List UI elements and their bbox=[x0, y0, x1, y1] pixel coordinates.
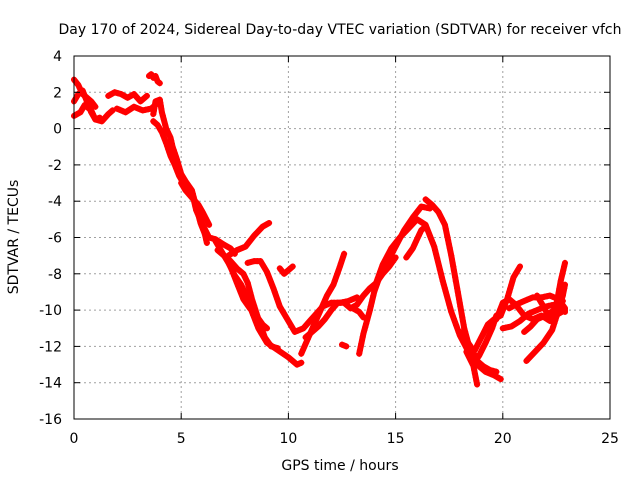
series-markers bbox=[276, 263, 296, 277]
series-trace bbox=[71, 102, 116, 125]
series-markers bbox=[534, 259, 568, 323]
x-tick-label: 15 bbox=[387, 431, 405, 447]
series-markers bbox=[339, 341, 350, 350]
series-markers bbox=[146, 71, 163, 87]
series-markers bbox=[105, 89, 150, 105]
y-tick-label: -8 bbox=[48, 267, 62, 283]
y-tick-label: -10 bbox=[39, 303, 62, 319]
series-markers bbox=[349, 305, 367, 321]
chart-title: Day 170 of 2024, Sidereal Day-to-day VTE… bbox=[58, 22, 621, 38]
data-series bbox=[71, 71, 568, 388]
series-markers bbox=[227, 263, 270, 332]
x-tick-label: 10 bbox=[279, 431, 297, 447]
x-tick-label: 0 bbox=[70, 431, 79, 447]
y-axis-label: SDTVAR / TECUs bbox=[6, 180, 22, 295]
y-tick-label: -16 bbox=[39, 412, 62, 428]
series-pass-9 bbox=[178, 180, 213, 228]
y-tick-label: -14 bbox=[39, 376, 62, 392]
series-pass-18 bbox=[349, 305, 367, 321]
y-axis-ticks: -16 -14 -12 -10 -8 -6 -4 -2 0 2 4 bbox=[39, 49, 610, 428]
series-markers bbox=[225, 220, 273, 259]
x-tick-label: 20 bbox=[494, 431, 512, 447]
series-pass-13 bbox=[225, 220, 273, 259]
x-axis-ticks: 0 5 10 15 20 25 bbox=[70, 56, 619, 447]
series-markers bbox=[523, 281, 568, 364]
y-tick-label: 4 bbox=[53, 49, 62, 65]
y-tick-label: -4 bbox=[48, 194, 62, 210]
x-tick-label: 25 bbox=[601, 431, 619, 447]
y-tick-label: 2 bbox=[53, 85, 62, 101]
series-pass-6 bbox=[146, 71, 163, 87]
series-markers bbox=[178, 180, 213, 228]
x-axis-label: GPS time / hours bbox=[281, 458, 398, 474]
series-pass-22 bbox=[403, 223, 429, 261]
series-markers bbox=[403, 223, 429, 261]
y-tick-label: 0 bbox=[53, 122, 62, 138]
x-tick-label: 5 bbox=[177, 431, 186, 447]
series-pass-31 bbox=[523, 281, 568, 364]
y-tick-label: -6 bbox=[48, 231, 62, 247]
series-pass-12 bbox=[227, 263, 270, 332]
series-pass-19 bbox=[339, 341, 350, 350]
series-pass-15 bbox=[276, 263, 296, 277]
y-tick-label: -12 bbox=[39, 339, 62, 355]
series-pass-32 bbox=[534, 259, 568, 323]
series-pass-4 bbox=[105, 89, 150, 105]
y-tick-label: -2 bbox=[48, 158, 62, 174]
